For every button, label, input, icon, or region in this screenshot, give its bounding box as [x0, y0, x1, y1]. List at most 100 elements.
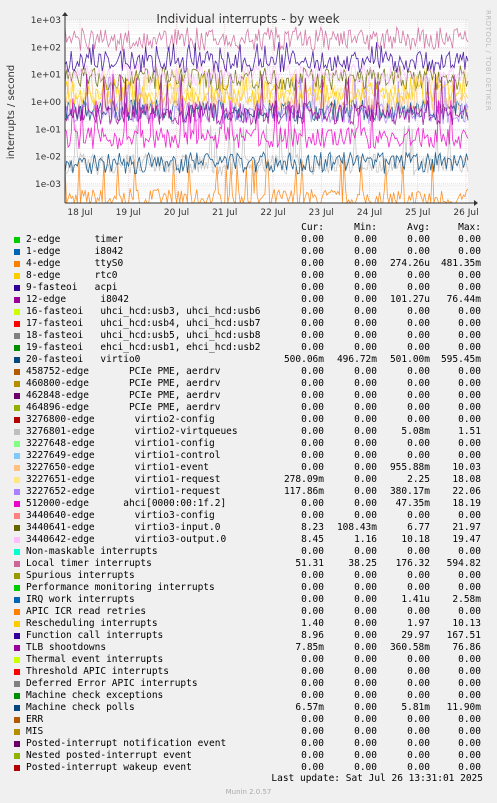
legend-min-value: 0.00: [354, 390, 377, 401]
legend-swatch: [14, 657, 20, 663]
munin-version: Munin 2.0.57: [225, 788, 272, 796]
legend-cur-value: 0.00: [301, 750, 324, 761]
legend-swatch: [14, 741, 20, 747]
legend-max-value: 0.00: [458, 438, 481, 449]
legend-swatch: [14, 369, 20, 375]
legend-row: Function call interrupts 8.96 0.00 29.97 167…: [0, 630, 497, 642]
legend-row: 16-fasteoi uhci_hcd:usb3, uhci_hcd:usb6 0…: [0, 306, 497, 318]
legend-avg-value: 0.00: [407, 438, 430, 449]
legend-cur-value: 7.85m: [295, 642, 324, 653]
legend-row: Posted-interrupt notification event 0.00 0…: [0, 738, 497, 750]
legend-avg-value: 0.00: [407, 714, 430, 725]
legend-row: 3227651-edge virtio1-request 278.09m 0.00 2…: [0, 474, 497, 486]
legend-avg-value: 2.25: [407, 474, 430, 485]
legend-cur-value: 0.00: [301, 258, 324, 269]
legend-max-value: 22.06: [452, 486, 481, 497]
legend-avg-value: 0.00: [407, 402, 430, 413]
legend-swatch: [14, 453, 20, 459]
legend-label: IRQ work interrupts: [26, 594, 135, 605]
legend-swatch: [14, 393, 20, 399]
legend-row: 19-fasteoi ehci_hcd:usb1, ehci_hcd:usb2 0…: [0, 342, 497, 354]
legend-max-value: 0.00: [458, 678, 481, 689]
legend-avg-value: 6.77: [407, 522, 430, 533]
legend-avg-value: 29.97: [401, 630, 430, 641]
legend-label: TLB shootdowns: [26, 642, 107, 653]
legend-label: 18-fasteoi uhci_hcd:usb5, uhci_hcd:usb8: [26, 330, 261, 341]
series-line: [64, 73, 469, 126]
legend-row: IRQ work interrupts 0.00 0.00 1.41u 2.58m: [0, 594, 497, 606]
legend-row: 3276800-edge virtio2-config 0.00 0.00 0.00 0…: [0, 414, 497, 426]
legend-avg-value: 0.00: [407, 318, 430, 329]
legend-label: Thermal event interrupts: [26, 654, 164, 665]
legend-cur-value: 500.06m: [283, 354, 324, 365]
legend-avg-value: 1.41u: [401, 594, 430, 605]
legend-swatch: [14, 465, 20, 471]
legend-row: Machine check polls 6.57m 0.00 5.81m 11.90m: [0, 702, 497, 714]
legend-row: 458752-edge PCIe PME, aerdrv 0.00 0.00 0.00…: [0, 366, 497, 378]
legend-swatch: [14, 345, 20, 351]
legend-swatch: [14, 609, 20, 615]
legend-avg-value: 0.00: [407, 282, 430, 293]
legend-row: 3440642-edge virtio3-output.0 8.45 1.16 10.…: [0, 534, 497, 546]
legend-row: Spurious interrupts 0.00 0.00 0.00 0.00: [0, 570, 497, 582]
legend-avg-value: 47.35m: [395, 498, 430, 509]
legend-label: 19-fasteoi ehci_hcd:usb1, ehci_hcd:usb2: [26, 342, 261, 353]
legend-min-value: 0.00: [354, 546, 377, 557]
legend-max-value: 0.00: [458, 510, 481, 521]
legend-label: 3227649-edge virtio1-control: [26, 450, 221, 461]
legend-swatch: [14, 513, 20, 519]
legend-cur-value: 0.00: [301, 282, 324, 293]
legend-avg-value: 0.00: [407, 378, 430, 389]
legend-row: Rescheduling interrupts 1.40 0.00 1.97 10.13: [0, 618, 497, 630]
y-axis-label: interrupts / second: [6, 65, 17, 159]
chart-title: Individual interrupts - by week: [156, 12, 339, 26]
legend-label: 17-fasteoi uhci_hcd:usb4, uhci_hcd:usb7: [26, 318, 261, 329]
legend-swatch: [14, 597, 20, 603]
x-tick-label: 22 Jul: [260, 208, 285, 218]
legend-max-value: 18.08: [452, 474, 481, 485]
legend-avg-value: 0.00: [407, 546, 430, 557]
legend-avg-value: 360.58m: [389, 642, 430, 653]
legend-cur-value: 0.00: [301, 306, 324, 317]
legend-avg-value: 5.81m: [401, 702, 430, 713]
legend-min-value: 0.00: [354, 246, 377, 257]
legend-cur-value: 51.31: [295, 558, 324, 569]
legend-label: 2-edge timer: [26, 234, 124, 245]
legend-label: APIC ICR read retries: [26, 606, 147, 617]
legend-swatch: [14, 441, 20, 447]
legend-max-value: 0.00: [458, 318, 481, 329]
legend-column-header: Avg:: [407, 222, 430, 233]
legend-max-value: 76.44m: [446, 294, 481, 305]
legend-swatch: [14, 549, 20, 555]
legend-label: Function call interrupts: [26, 630, 164, 641]
y-tick-label: 1e-02: [35, 153, 61, 163]
series-line: [64, 41, 469, 73]
legend-max-value: 10.03: [452, 462, 481, 473]
legend-max-value: 0.00: [458, 546, 481, 557]
legend-min-value: 496.72m: [336, 354, 377, 365]
legend-swatch: [14, 405, 20, 411]
legend-max-value: 76.86: [452, 642, 481, 653]
legend-label: 20-fasteoi virtio0: [26, 354, 141, 365]
legend-label: Nested posted-interrupt event: [26, 750, 192, 761]
series-line: [64, 151, 469, 175]
x-tick-label: 26 Jul: [453, 208, 478, 218]
legend-row: 3227648-edge virtio1-config 0.00 0.00 0.00 0…: [0, 438, 497, 450]
legend-row: APIC ICR read retries 0.00 0.00 0.00 0.00: [0, 606, 497, 618]
legend-row: MIS 0.00 0.00 0.00 0.00: [0, 726, 497, 738]
legend-label: Threshold APIC interrupts: [26, 666, 169, 677]
legend-min-value: 0.00: [354, 426, 377, 437]
legend-swatch: [14, 705, 20, 711]
series-line: [64, 99, 469, 122]
legend-max-value: 0.00: [458, 570, 481, 581]
legend-min-value: 0.00: [354, 630, 377, 641]
legend-min-value: 0.00: [354, 474, 377, 485]
legend-row: 464896-edge PCIe PME, aerdrv 0.00 0.00 0.00…: [0, 402, 497, 414]
legend-max-value: 0.00: [458, 738, 481, 749]
legend-max-value: 0.00: [458, 270, 481, 281]
legend-min-value: 1.16: [354, 534, 377, 545]
legend-row: 3440641-edge virtio3-input.0 8.23 108.43m 6…: [0, 522, 497, 534]
legend-label: 3440642-edge virtio3-output.0: [26, 534, 227, 545]
